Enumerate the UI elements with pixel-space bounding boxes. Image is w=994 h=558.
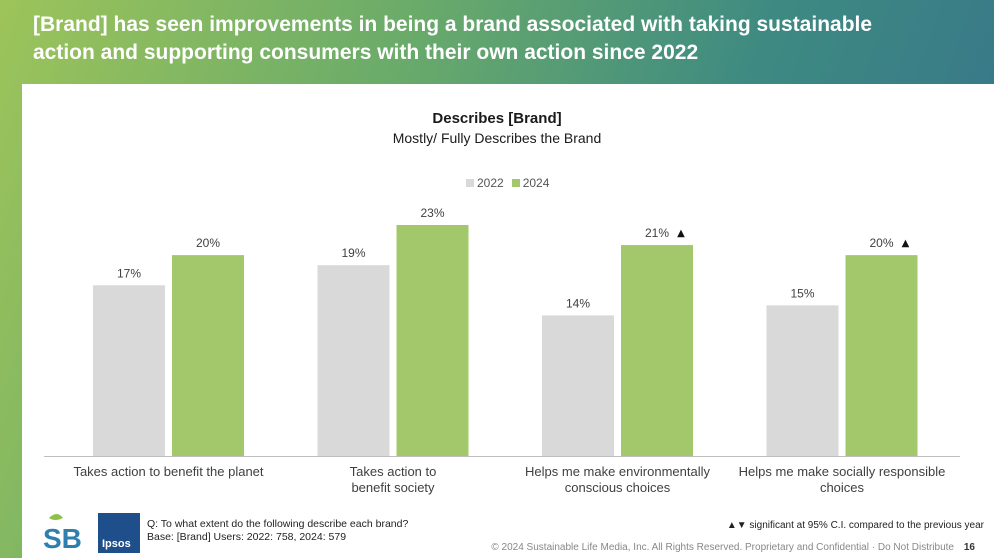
question-text: Q: To what extent do the following descr… (147, 518, 409, 530)
page-number: 16 (963, 542, 975, 553)
base-text: Base: [Brand] Users: 2022: 758, 2024: 57… (147, 531, 347, 543)
chart-legend: 2022 2024 (466, 175, 549, 191)
value-label-2022-1: 17% (117, 266, 141, 280)
legend-item-2022: 2022 (466, 176, 504, 190)
slide-title: [Brand] has seen improvements in being a… (33, 13, 873, 64)
bar-2024-1 (172, 255, 244, 456)
sb-logo: SB (43, 512, 93, 554)
category-label-4-line-2: choices (820, 480, 865, 495)
category-label-3-line-1: Helps me make environmentally (525, 464, 710, 479)
ipsos-logo: Ipsos (98, 513, 140, 553)
chart-subtitle: Mostly/ Fully Describes the Brand (392, 130, 602, 146)
bar-2022-1 (93, 285, 165, 456)
value-label-2024-4: 20% (869, 236, 893, 250)
significance-up-icon-4: ▲ (902, 238, 910, 249)
value-label-2024-3: 21% (645, 226, 669, 240)
legend-label-2024: 2024 (522, 176, 550, 190)
value-label-2024-1: 20% (196, 236, 220, 250)
header-banner: [Brand] has seen improvements in being a… (0, 0, 994, 84)
bar-2022-3 (542, 315, 614, 456)
legend-swatch-2022 (466, 179, 474, 187)
value-label-2022-3: 14% (566, 296, 590, 310)
value-label-2022-4: 15% (790, 286, 814, 300)
legend-label-2022: 2022 (477, 176, 504, 190)
value-label-2024-2: 23% (420, 206, 444, 220)
category-label-2-line-1: Takes action to (350, 464, 437, 479)
bar-2022-4 (766, 305, 839, 456)
legend-item-2024: 2024 (511, 176, 550, 190)
category-label-2-line-2: benefit society (351, 480, 435, 495)
significance-note: ▲▼ significant at 95% C.I. compared to t… (726, 520, 984, 531)
significance-up-icon-3: ▲ (677, 228, 685, 239)
sb-logo-text: SB (43, 523, 82, 552)
chart-title: Describes [Brand] (432, 110, 562, 127)
legend-swatch-2024 (511, 179, 520, 187)
bar-2024-2 (396, 225, 469, 456)
bar-2024-3 (621, 245, 693, 456)
category-label-1-line-1: Takes action to benefit the planet (73, 464, 263, 479)
category-label-3-line-2: conscious choices (565, 480, 671, 495)
ipsos-logo-text: Ipsos (102, 538, 131, 550)
copyright-note: © 2024 Sustainable Life Media, Inc. All … (491, 542, 954, 553)
question-note: Q: To what extent do the following descr… (147, 518, 408, 544)
bar-2022-2 (317, 265, 390, 456)
value-label-2022-2: 19% (341, 246, 365, 260)
bar-2024-4 (845, 255, 918, 456)
category-label-4-line-1: Helps me make socially responsible (739, 464, 946, 479)
